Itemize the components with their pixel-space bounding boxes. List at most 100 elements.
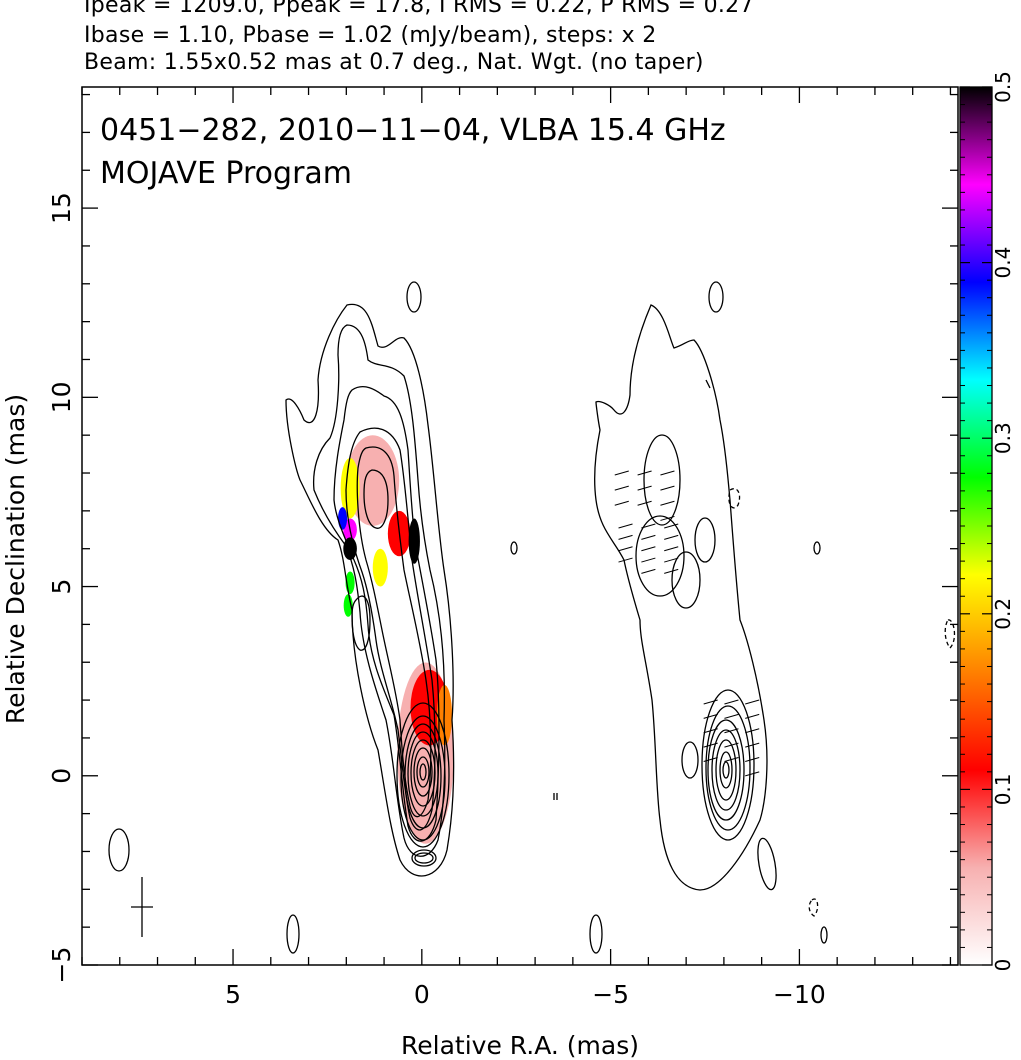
polarization-colour-patch [340,457,360,519]
evpa-tick [703,713,718,719]
core-contour-5 [715,739,737,801]
plot-title-line-1: 0451−282, 2010−11−04, VLBA 15.4 GHz [100,113,726,148]
evpa-tick [724,713,739,719]
isolated-contour [681,741,699,779]
jet-contour-2 [312,324,446,857]
jet-loop-contour [351,595,371,651]
isolated-contour [705,379,711,389]
colorbar-tick-label: 0.3 [991,422,1015,454]
colorbar-tick-label: 0.5 [991,71,1015,103]
core-contour-2 [705,705,751,831]
evpa-tick [614,485,629,491]
core-contour-6 [719,751,733,789]
evpa-ticks [614,470,760,777]
colorbar: 0 0.1 0.2 0.3 0.4 0.5 [959,71,1015,971]
isolated-contour [286,914,300,954]
core-base-contour-1 [411,849,437,867]
evpa-tick [641,534,656,540]
isolated-contour [757,837,777,891]
jet-contour-4 [345,427,436,831]
evpa-tick [618,557,633,563]
evpa-tick [641,568,656,574]
evpa-tick [745,742,760,748]
core-contour-4 [407,731,439,817]
evpa-tick [660,470,675,476]
evpa-tick [703,728,718,734]
y-tick-label: 10 [47,381,76,413]
plot-title-line-2: MOJAVE Program [100,156,352,191]
core-contour-3 [404,723,442,829]
core-contour-3 [707,719,745,821]
intensity-contours [108,281,956,954]
core-contour-2 [400,715,446,841]
core-contour-1 [701,689,755,841]
evpa-tick [641,557,656,563]
left-panel-jet-contours [108,281,558,954]
isolated-contour [820,926,828,944]
evpa-tick [703,757,718,762]
negative-contour [808,898,819,917]
evpa-tick [664,557,679,563]
colorbar-tick-label: 0.4 [991,247,1015,279]
evpa-tick [618,546,633,552]
evpa-tick [664,546,679,552]
axis-ticks: 5 0 −5 −10 −5 0 5 10 15 [47,87,958,1009]
colorbar-fill [960,87,992,965]
evpa-tick [724,699,739,705]
evpa-tick [703,699,718,705]
evpa-region-contour [694,517,716,563]
evpa-tick [745,728,760,734]
x-tick-label: 0 [414,980,430,1009]
evpa-tick [660,500,675,506]
core-contour-4 [711,729,741,811]
evpa-tick [745,713,760,719]
colorbar-tick-label: 0.2 [991,598,1015,630]
jet-outer-contour [285,303,455,877]
evpa-tick [660,485,675,491]
evpa-tick [660,515,675,521]
evpa-tick [641,523,656,529]
polarization-colour-patch [346,435,400,526]
colorbar-tick-label: 0.1 [991,773,1015,805]
core-contour-7 [722,761,730,779]
header-line-3: Beam: 1.55x0.52 mas at 0.7 deg., Nat. Wg… [84,50,704,75]
isolated-contour [813,541,821,555]
isolated-contour [108,828,130,872]
evpa-region-contour [671,551,701,609]
core-contour-8 [419,763,427,781]
header-line-1: Ipeak = 1209.0, Ppeak = 17.8, I RMS = 0.… [84,0,754,18]
jet-contour-5 [356,446,432,818]
right-panel-jet-contours [589,281,956,954]
polarization-colour-patch [372,548,388,587]
evpa-tick [745,771,760,777]
isolated-contour [589,914,603,954]
evpa-tick [637,500,652,506]
evpa-tick [614,500,629,506]
isolated-contour [553,793,558,800]
evpa-tick [664,523,679,529]
jet-contour-3 [333,386,440,842]
jet-knot-contour [363,469,389,529]
evpa-tick [614,470,629,476]
evpa-tick [703,742,718,748]
evpa-tick [724,742,739,748]
colorbar-ticks: 0 0.1 0.2 0.3 0.4 0.5 [960,71,1015,971]
x-tick-label: 5 [225,980,241,1009]
plot-area [108,281,956,954]
evpa-tick [618,534,633,540]
negative-contour [944,619,956,649]
y-tick-label: 0 [47,768,76,784]
isolated-contour [406,281,422,313]
evpa-tick [618,523,633,529]
y-tick-label: 15 [47,192,76,224]
evpa-region-contour [643,434,681,526]
negative-contour [728,488,741,509]
evpa-tick [724,757,739,762]
y-tick-label: −5 [47,947,76,984]
y-tick-label: 5 [47,579,76,595]
evpa-tick [745,699,760,705]
core-base-contour-2 [414,852,434,864]
x-tick-label: −10 [773,980,826,1009]
x-axis-label: Relative R.A. (mas) [401,1031,639,1060]
